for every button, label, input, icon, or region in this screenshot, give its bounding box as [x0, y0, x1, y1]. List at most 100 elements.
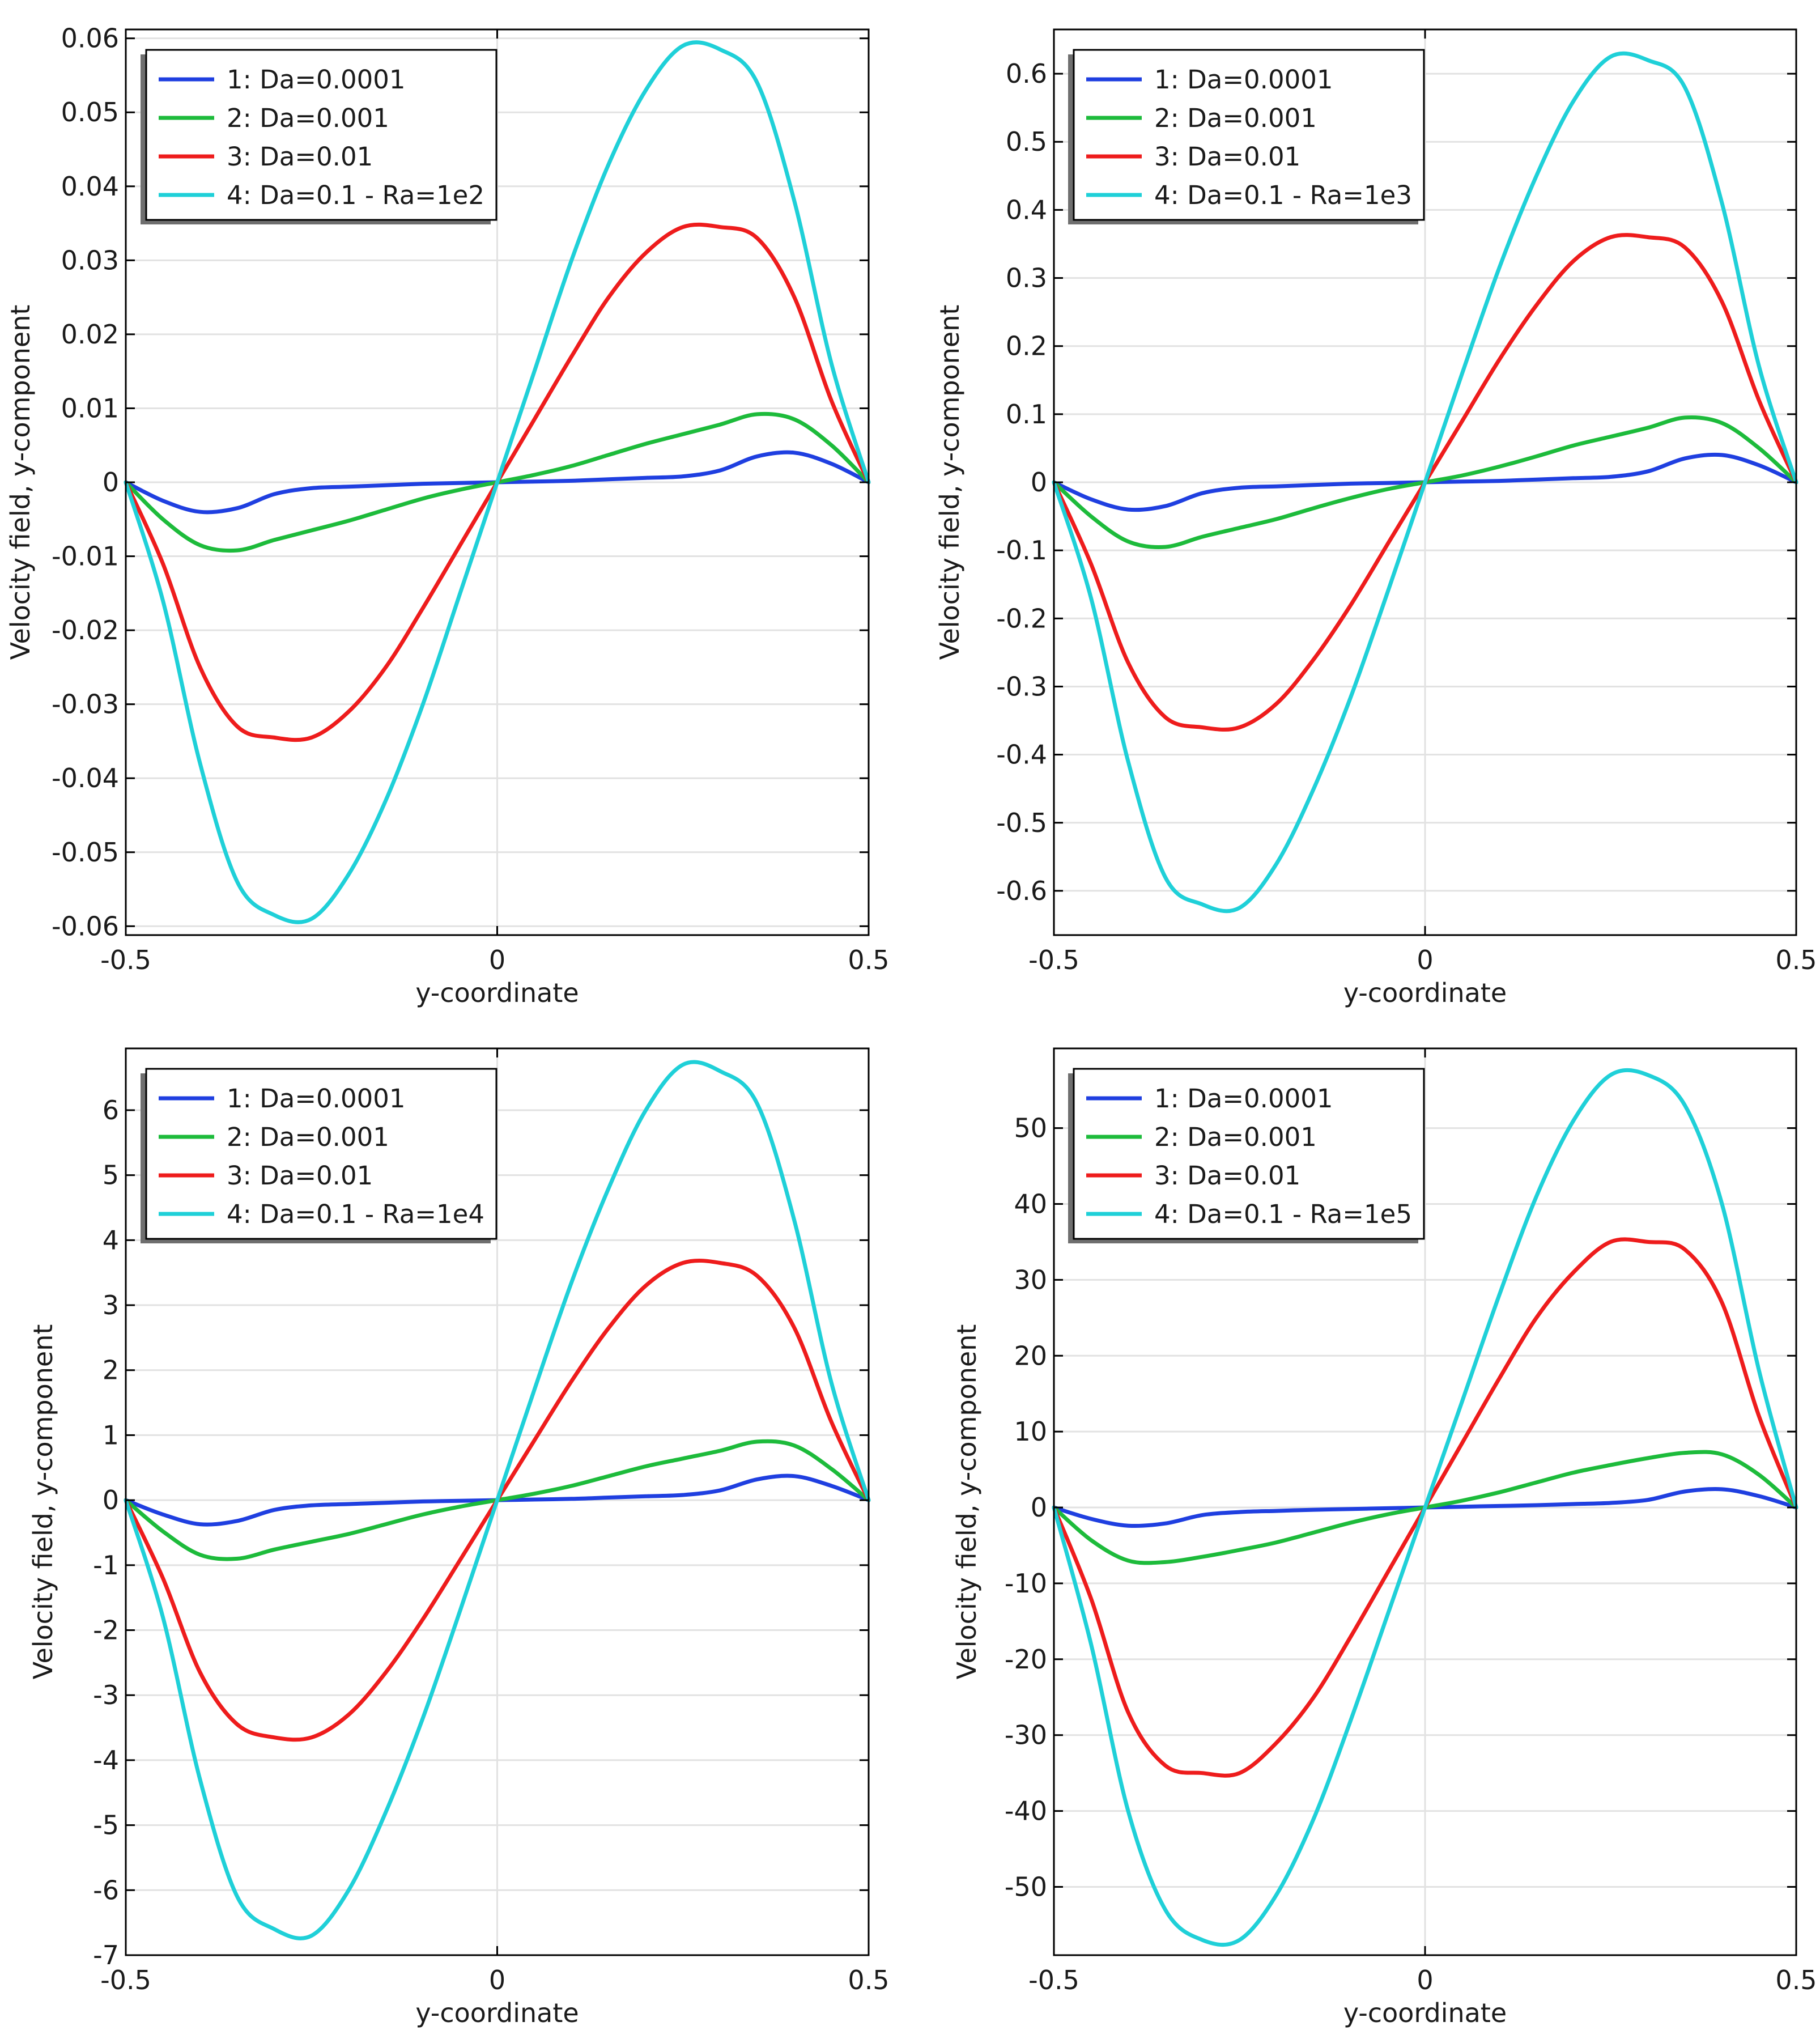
x-tick-label: 0	[1417, 945, 1433, 975]
y-tick-label: 0.03	[61, 245, 119, 275]
x-axis-label: y-coordinate	[1343, 1998, 1507, 2028]
y-tick-label: -0.1	[996, 535, 1047, 566]
y-tick-label: 0.5	[1006, 126, 1047, 157]
legend-entry: 1: Da=0.0001	[159, 65, 405, 95]
series-line-4	[1052, 1068, 1798, 1947]
legend-label: 4: Da=0.1 - Ra=1e3	[1154, 180, 1412, 210]
legend-label: 4: Da=0.1 - Ra=1e2	[227, 180, 484, 210]
legend-entry: 4: Da=0.1 - Ra=1e5	[1086, 1199, 1412, 1229]
series-line-4	[1052, 51, 1798, 914]
y-tick-label: -20	[1005, 1644, 1047, 1675]
y-tick-label: 0	[103, 467, 119, 498]
y-tick-label: -10	[1005, 1568, 1047, 1599]
legend-label: 1: Da=0.0001	[227, 65, 405, 95]
legend-label: 3: Da=0.01	[1154, 1161, 1300, 1191]
x-tick-label: 0.5	[848, 945, 889, 975]
y-tick-label: 0.05	[61, 97, 119, 128]
y-tick-label: -7	[93, 1940, 119, 1970]
y-tick-label: 1	[103, 1420, 119, 1450]
axes: -0.5 0 0.5 -7 -6 -5 -4 -3 -2 -1 0 1 2 3 4 5 6	[93, 1047, 890, 1995]
y-tick-label: 50	[1014, 1113, 1047, 1144]
y-tick-label: -0.02	[52, 615, 119, 645]
y-tick-label: -1	[93, 1550, 119, 1581]
y-tick-label: -2	[93, 1615, 119, 1646]
y-tick-label: 0.2	[1006, 331, 1047, 362]
legend-entry: 3: Da=0.01	[1086, 142, 1300, 172]
y-tick-label: -50	[1005, 1871, 1047, 1902]
legend-entry: 2: Da=0.001	[1086, 1122, 1317, 1152]
x-axis-label: y-coordinate	[1343, 978, 1507, 1008]
chart-panel-1: -0.5 0 0.5 -0.06 -0.05 -0.04 -0.03 -0.02 -0.01 0 0…	[5, 23, 890, 1008]
legend-entry: 3: Da=0.01	[1086, 1161, 1300, 1191]
x-tick-label: 0.5	[1775, 1965, 1817, 1995]
legend-label: 4: Da=0.1 - Ra=1e5	[1154, 1199, 1412, 1229]
y-tick-label: 40	[1014, 1188, 1047, 1219]
y-tick-label: 0	[103, 1485, 119, 1515]
x-tick-label: -0.5	[100, 945, 151, 975]
legend-label: 2: Da=0.001	[227, 103, 389, 133]
y-axis-label: Velocity field, y-component	[934, 305, 965, 660]
y-tick-label: 0.3	[1006, 263, 1047, 294]
y-tick-label: -0.3	[996, 671, 1047, 702]
y-tick-label: 3	[103, 1290, 119, 1320]
legend-label: 3: Da=0.01	[227, 1161, 373, 1191]
y-axis-label: Velocity field, y-component	[951, 1324, 982, 1680]
legend-entry: 2: Da=0.001	[159, 1122, 389, 1152]
legend-entry: 4: Da=0.1 - Ra=1e2	[159, 180, 484, 210]
y-tick-label: -40	[1005, 1796, 1047, 1827]
y-tick-label: 0.6	[1006, 58, 1047, 89]
y-tick-label: -0.03	[52, 689, 119, 720]
legend-entry: 2: Da=0.001	[159, 103, 389, 133]
y-tick-label: 4	[103, 1225, 119, 1255]
y-tick-label: -0.05	[52, 837, 119, 868]
legend: 1: Da=0.0001 2: Da=0.001 3: Da=0.01 4: D…	[141, 1068, 497, 1243]
y-tick-label: -0.6	[996, 876, 1047, 906]
legend-label: 1: Da=0.0001	[1154, 1084, 1333, 1114]
series-lines	[1052, 1068, 1798, 1947]
x-tick-label: 0	[1417, 1965, 1433, 1995]
y-tick-label: 0.04	[61, 171, 119, 202]
y-tick-label: 0.02	[61, 319, 119, 350]
legend-label: 2: Da=0.001	[1154, 103, 1317, 133]
y-tick-label: -5	[93, 1810, 119, 1841]
y-tick-label: -6	[93, 1875, 119, 1905]
x-tick-label: 0	[489, 1965, 505, 1995]
axes: -0.5 0 0.5 -0.06 -0.05 -0.04 -0.03 -0.02 -0.01 0 0…	[52, 23, 890, 975]
y-tick-label: 30	[1014, 1264, 1047, 1295]
legend-label: 4: Da=0.1 - Ra=1e4	[227, 1199, 484, 1229]
legend-entry: 3: Da=0.01	[159, 142, 373, 172]
y-tick-label: 20	[1014, 1340, 1047, 1371]
x-tick-label: -0.5	[100, 1965, 151, 1995]
y-tick-label: -0.4	[996, 740, 1047, 770]
y-tick-label: 0	[1031, 1492, 1047, 1523]
legend-entry: 4: Da=0.1 - Ra=1e3	[1086, 180, 1412, 210]
chart-panel-2: -0.5 0 0.5 -0.6 -0.5 -0.4 -0.3 -0.2 -0.1 0 0.1 0.2 0…	[934, 28, 1817, 1008]
y-tick-label: 5	[103, 1160, 119, 1191]
y-tick-label: 10	[1014, 1416, 1047, 1447]
chart-panel-3: -0.5 0 0.5 -7 -6 -5 -4 -3 -2 -1 0 1 2 3 4 5 6 y-coordina…	[28, 1047, 890, 2028]
legend: 1: Da=0.0001 2: Da=0.001 3: Da=0.01 4: D…	[1068, 1068, 1425, 1243]
y-tick-label: -30	[1005, 1720, 1047, 1751]
legend-entry: 1: Da=0.0001	[1086, 65, 1333, 95]
y-tick-label: -0.01	[52, 541, 119, 572]
legend-label: 1: Da=0.0001	[1154, 65, 1333, 95]
y-tick-label: -0.06	[52, 911, 119, 941]
series-line-4	[124, 1060, 871, 1940]
x-tick-label: 0	[489, 945, 505, 975]
series-lines	[124, 40, 871, 924]
series-line-4	[124, 40, 871, 924]
x-axis-label: y-coordinate	[415, 978, 579, 1008]
x-tick-label: 0.5	[848, 1965, 889, 1995]
y-axis-label: Velocity field, y-component	[5, 305, 36, 660]
y-tick-label: 0.01	[61, 393, 119, 423]
y-tick-label: 0.4	[1006, 194, 1047, 225]
y-tick-label: 6	[103, 1095, 119, 1125]
legend: 1: Da=0.0001 2: Da=0.001 3: Da=0.01 4: D…	[1068, 49, 1425, 224]
axes: -0.5 0 0.5 -0.6 -0.5 -0.4 -0.3 -0.2 -0.1 0 0.1 0.2 0…	[996, 28, 1817, 975]
legend-label: 1: Da=0.0001	[227, 1084, 405, 1114]
legend-entry: 1: Da=0.0001	[1086, 1084, 1333, 1114]
legend-entry: 3: Da=0.01	[159, 1161, 373, 1191]
series-lines	[124, 1060, 871, 1940]
legend-entry: 1: Da=0.0001	[159, 1084, 405, 1114]
